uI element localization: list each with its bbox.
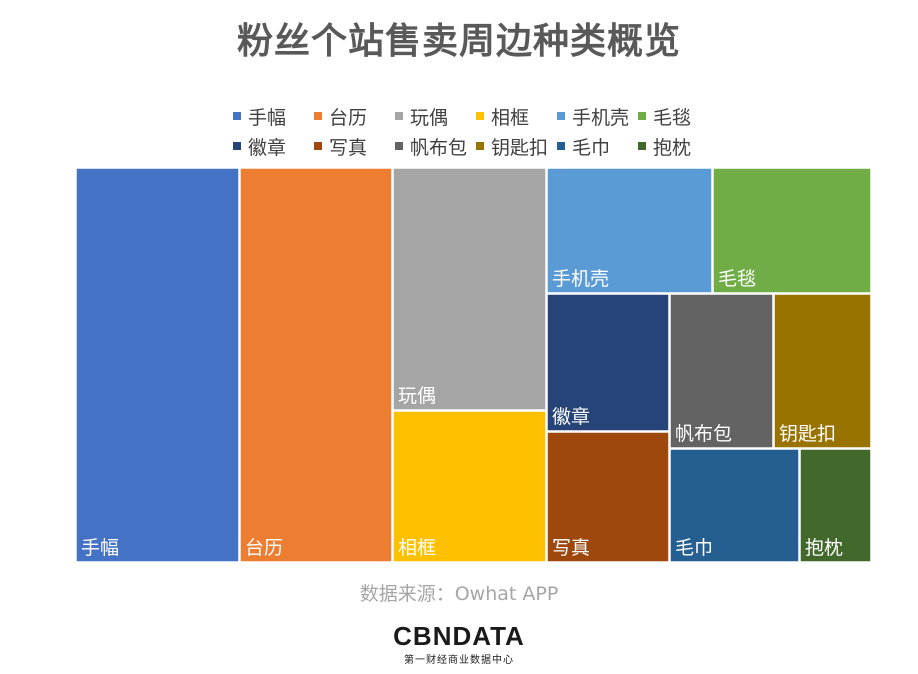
legend-swatch: [233, 112, 241, 120]
treemap-tile: [392, 410, 547, 563]
treemap-tile-label: 抱枕: [805, 537, 843, 559]
treemap-tile-label: 钥匙扣: [779, 423, 836, 445]
treemap-tile: [239, 167, 393, 563]
legend-swatch: [557, 112, 565, 120]
legend-swatch: [314, 142, 322, 150]
legend-item: 徽章: [233, 133, 314, 160]
legend-swatch: [638, 142, 646, 150]
cbndata-logo: CBNDATA 第一财经商业数据中心: [0, 622, 918, 666]
legend-row: 徽章 写真 帆布包 钥匙扣 毛巾 抱枕: [233, 131, 733, 161]
treemap-tile: [669, 448, 800, 563]
legend-label: 写真: [329, 136, 368, 159]
logo-subtitle: 第一财经商业数据中心: [404, 655, 514, 666]
legend-row: 手幅 台历 玩偶 相框 手机壳 毛毯: [233, 101, 733, 131]
legend-label: 玩偶: [410, 106, 449, 129]
treemap-tile: [546, 431, 670, 563]
chart-legend: 手幅 台历 玩偶 相框 手机壳 毛毯 徽章 写真 帆布包 钥匙扣 毛巾 抱枕: [233, 101, 733, 161]
legend-label: 毛巾: [572, 136, 611, 159]
legend-item: 手幅: [233, 103, 314, 130]
legend-swatch: [395, 142, 403, 150]
legend-swatch: [638, 112, 646, 120]
legend-item: 玩偶: [395, 103, 476, 130]
treemap-tile-label: 相框: [398, 537, 436, 559]
legend-label: 钥匙扣: [491, 136, 549, 159]
legend-item: 毛巾: [557, 133, 638, 160]
logo-wordmark: CBNDATA: [393, 621, 525, 651]
legend-item: 相框: [476, 103, 557, 130]
legend-label: 抱枕: [653, 136, 692, 159]
legend-label: 徽章: [248, 136, 287, 159]
treemap-tile-label: 台历: [245, 537, 283, 559]
treemap-tile-label: 帆布包: [675, 423, 732, 445]
data-source-note: 数据来源：Owhat APP: [359, 583, 559, 605]
legend-item: 毛毯: [638, 103, 719, 130]
treemap-tile-label: 毛毯: [718, 268, 756, 290]
legend-item: 抱枕: [638, 133, 719, 160]
legend-swatch: [395, 112, 403, 120]
legend-item: 写真: [314, 133, 395, 160]
legend-swatch: [476, 142, 484, 150]
treemap-tile: [75, 167, 240, 563]
treemap-tile-label: 手幅: [81, 537, 119, 559]
legend-swatch: [476, 112, 484, 120]
legend-label: 台历: [329, 106, 368, 129]
legend-swatch: [557, 142, 565, 150]
treemap-tile: [712, 167, 872, 294]
legend-item: 台历: [314, 103, 395, 130]
treemap-tile: [546, 167, 713, 294]
treemap-tile: [799, 448, 872, 563]
legend-swatch: [314, 112, 322, 120]
legend-label: 毛毯: [653, 106, 692, 129]
legend-label: 帆布包: [410, 136, 468, 159]
legend-swatch: [233, 142, 241, 150]
legend-label: 相框: [491, 106, 530, 129]
treemap-tile: [669, 293, 774, 449]
chart-title: 粉丝个站售卖周边种类概览: [236, 21, 681, 62]
treemap-tile: [546, 293, 670, 432]
treemap-tile-label: 徽章: [552, 406, 590, 428]
treemap-tile-label: 玩偶: [398, 385, 436, 407]
legend-label: 手机壳: [572, 106, 630, 129]
legend-item: 帆布包: [395, 133, 476, 160]
treemap-tile: [392, 167, 547, 411]
treemap-tile-label: 写真: [552, 537, 590, 559]
treemap-tile-label: 手机壳: [552, 268, 609, 290]
legend-item: 手机壳: [557, 103, 638, 130]
legend-label: 手幅: [248, 106, 287, 129]
legend-item: 钥匙扣: [476, 133, 557, 160]
treemap-tile: [773, 293, 872, 449]
treemap-tile-label: 毛巾: [675, 537, 713, 559]
